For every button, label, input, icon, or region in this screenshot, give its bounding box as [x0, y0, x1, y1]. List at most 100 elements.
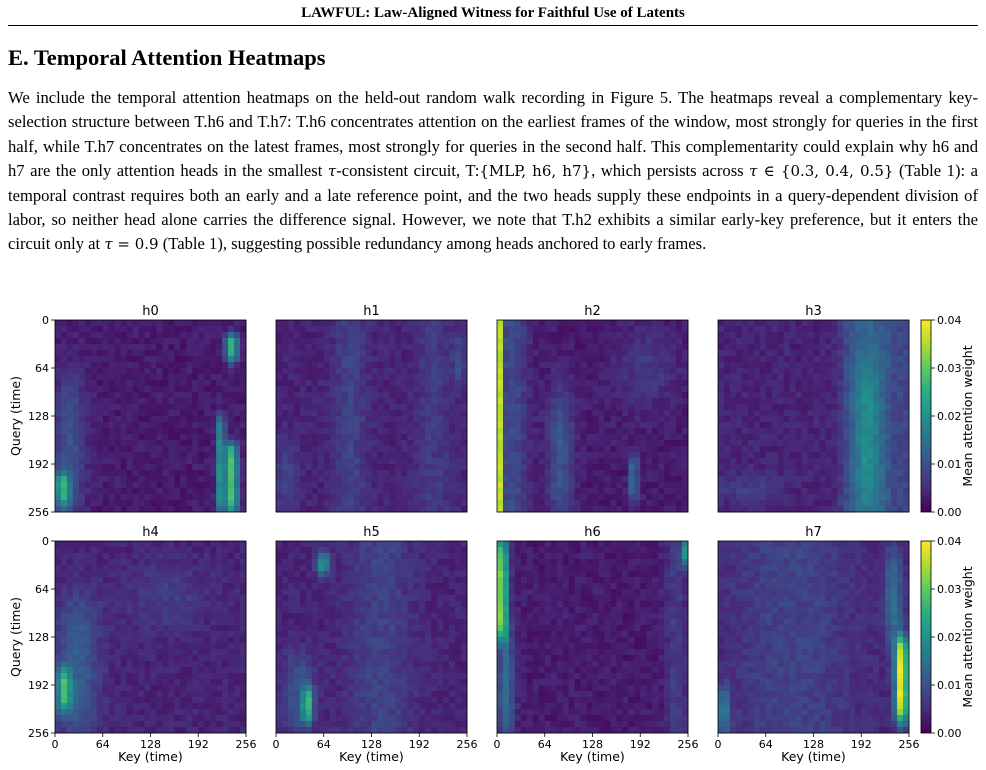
heatmap-cell [55, 625, 62, 632]
heatmap-cell [287, 344, 295, 351]
heatmap-cell [78, 541, 86, 548]
heatmap-cell [55, 482, 62, 489]
heatmap-cell [132, 476, 139, 483]
heatmap-cell [598, 422, 605, 429]
heatmap-cell [885, 458, 892, 465]
heatmap-cell [377, 392, 384, 399]
heatmap-cell [431, 332, 438, 339]
heatmap-cell [228, 643, 235, 650]
heatmap-cell [240, 440, 247, 447]
heatmap-cell [216, 350, 223, 357]
heatmap-cell [84, 416, 92, 423]
heatmap-cell [66, 547, 74, 554]
heatmap-cell [311, 452, 319, 459]
heatmap-cell [114, 661, 122, 668]
heatmap-cell [168, 691, 175, 698]
heatmap-cell [281, 470, 289, 477]
heatmap-cell [497, 428, 504, 435]
heatmap-cell [807, 320, 814, 327]
heatmap-cell [729, 368, 737, 375]
heatmap-cell [287, 434, 295, 441]
heatmap-cell [556, 332, 564, 339]
heatmap-cell [664, 416, 671, 423]
heatmap-cell [192, 494, 199, 501]
heatmap-cell [443, 344, 450, 351]
heatmap-cell [526, 350, 534, 357]
heatmap-cell [729, 338, 737, 345]
heatmap-cell [132, 452, 139, 459]
heatmap-cell [341, 494, 349, 501]
heatmap-cell [72, 631, 80, 638]
heatmap-cell [150, 332, 157, 339]
heatmap-cell [66, 607, 74, 614]
heatmap-cell [234, 476, 241, 483]
heatmap-cell [186, 673, 193, 680]
heatmap-cell [556, 404, 564, 411]
heatmap-cell [897, 326, 904, 333]
heatmap-cell [885, 440, 892, 447]
heatmap-cell [616, 500, 623, 507]
heatmap-cell [825, 320, 832, 327]
heatmap-cell [96, 356, 104, 363]
heatmap-cell [759, 500, 767, 507]
heatmap-cell [753, 356, 761, 363]
heatmap-cell [317, 392, 325, 399]
heatmap-cell [508, 452, 516, 459]
heatmap-cell [443, 452, 450, 459]
heatmap-cell [174, 374, 181, 381]
heatmap-cell [789, 338, 796, 345]
heatmap-cell [664, 422, 671, 429]
heatmap-cell [568, 338, 575, 345]
heatmap-cell [550, 428, 558, 435]
heatmap-cell [365, 494, 372, 501]
heatmap-cell [126, 637, 133, 644]
heatmap-cell [198, 607, 205, 614]
heatmap-cell [801, 458, 808, 465]
heatmap-cell [520, 506, 528, 513]
heatmap-cell [825, 476, 832, 483]
heatmap-cell [616, 320, 623, 327]
heatmap-cell [150, 428, 157, 435]
heatmap-cell [771, 404, 779, 411]
heatmap-cell [718, 434, 725, 441]
heatmap-cell [634, 338, 641, 345]
heatmap-cell [216, 374, 223, 381]
heatmap-cell [646, 356, 653, 363]
heatmap-cell [825, 458, 832, 465]
heatmap-cell [281, 392, 289, 399]
heatmap-cell [66, 392, 74, 399]
heatmap-cell [646, 452, 653, 459]
heatmap-cell [90, 362, 98, 369]
heatmap-cell [287, 440, 295, 447]
heatmap-cell [132, 410, 139, 417]
heatmap-cell [867, 416, 874, 423]
heatmap-cell [96, 338, 104, 345]
heatmap-cell [162, 494, 169, 501]
heatmap-cell [66, 631, 74, 638]
heatmap-cell [276, 320, 283, 327]
heatmap-cell [126, 553, 133, 560]
heatmap-cell [658, 506, 665, 513]
heatmap-cell [885, 434, 892, 441]
heatmap-cell [78, 440, 86, 447]
heatmap-cell [610, 440, 617, 447]
heatmap-cell [341, 482, 349, 489]
heatmap-cell [813, 500, 820, 507]
heatmap-cell [192, 446, 199, 453]
heatmap-cell [66, 643, 74, 650]
heatmap-cell [329, 374, 337, 381]
heatmap-cell [455, 422, 462, 429]
heatmap-cell [216, 464, 223, 471]
heatmap-cell [837, 476, 844, 483]
heatmap-cell [431, 506, 438, 513]
heatmap-cell [90, 380, 98, 387]
heatmap-cell [586, 344, 593, 351]
heatmap-cell [72, 667, 80, 674]
heatmap-cell [96, 494, 104, 501]
heatmap-cell [371, 320, 378, 327]
heatmap-cell [885, 452, 892, 459]
heatmap-cell [849, 494, 856, 501]
heatmap-cell [132, 625, 139, 632]
heatmap-cell [144, 434, 151, 441]
heatmap-cell [723, 428, 731, 435]
